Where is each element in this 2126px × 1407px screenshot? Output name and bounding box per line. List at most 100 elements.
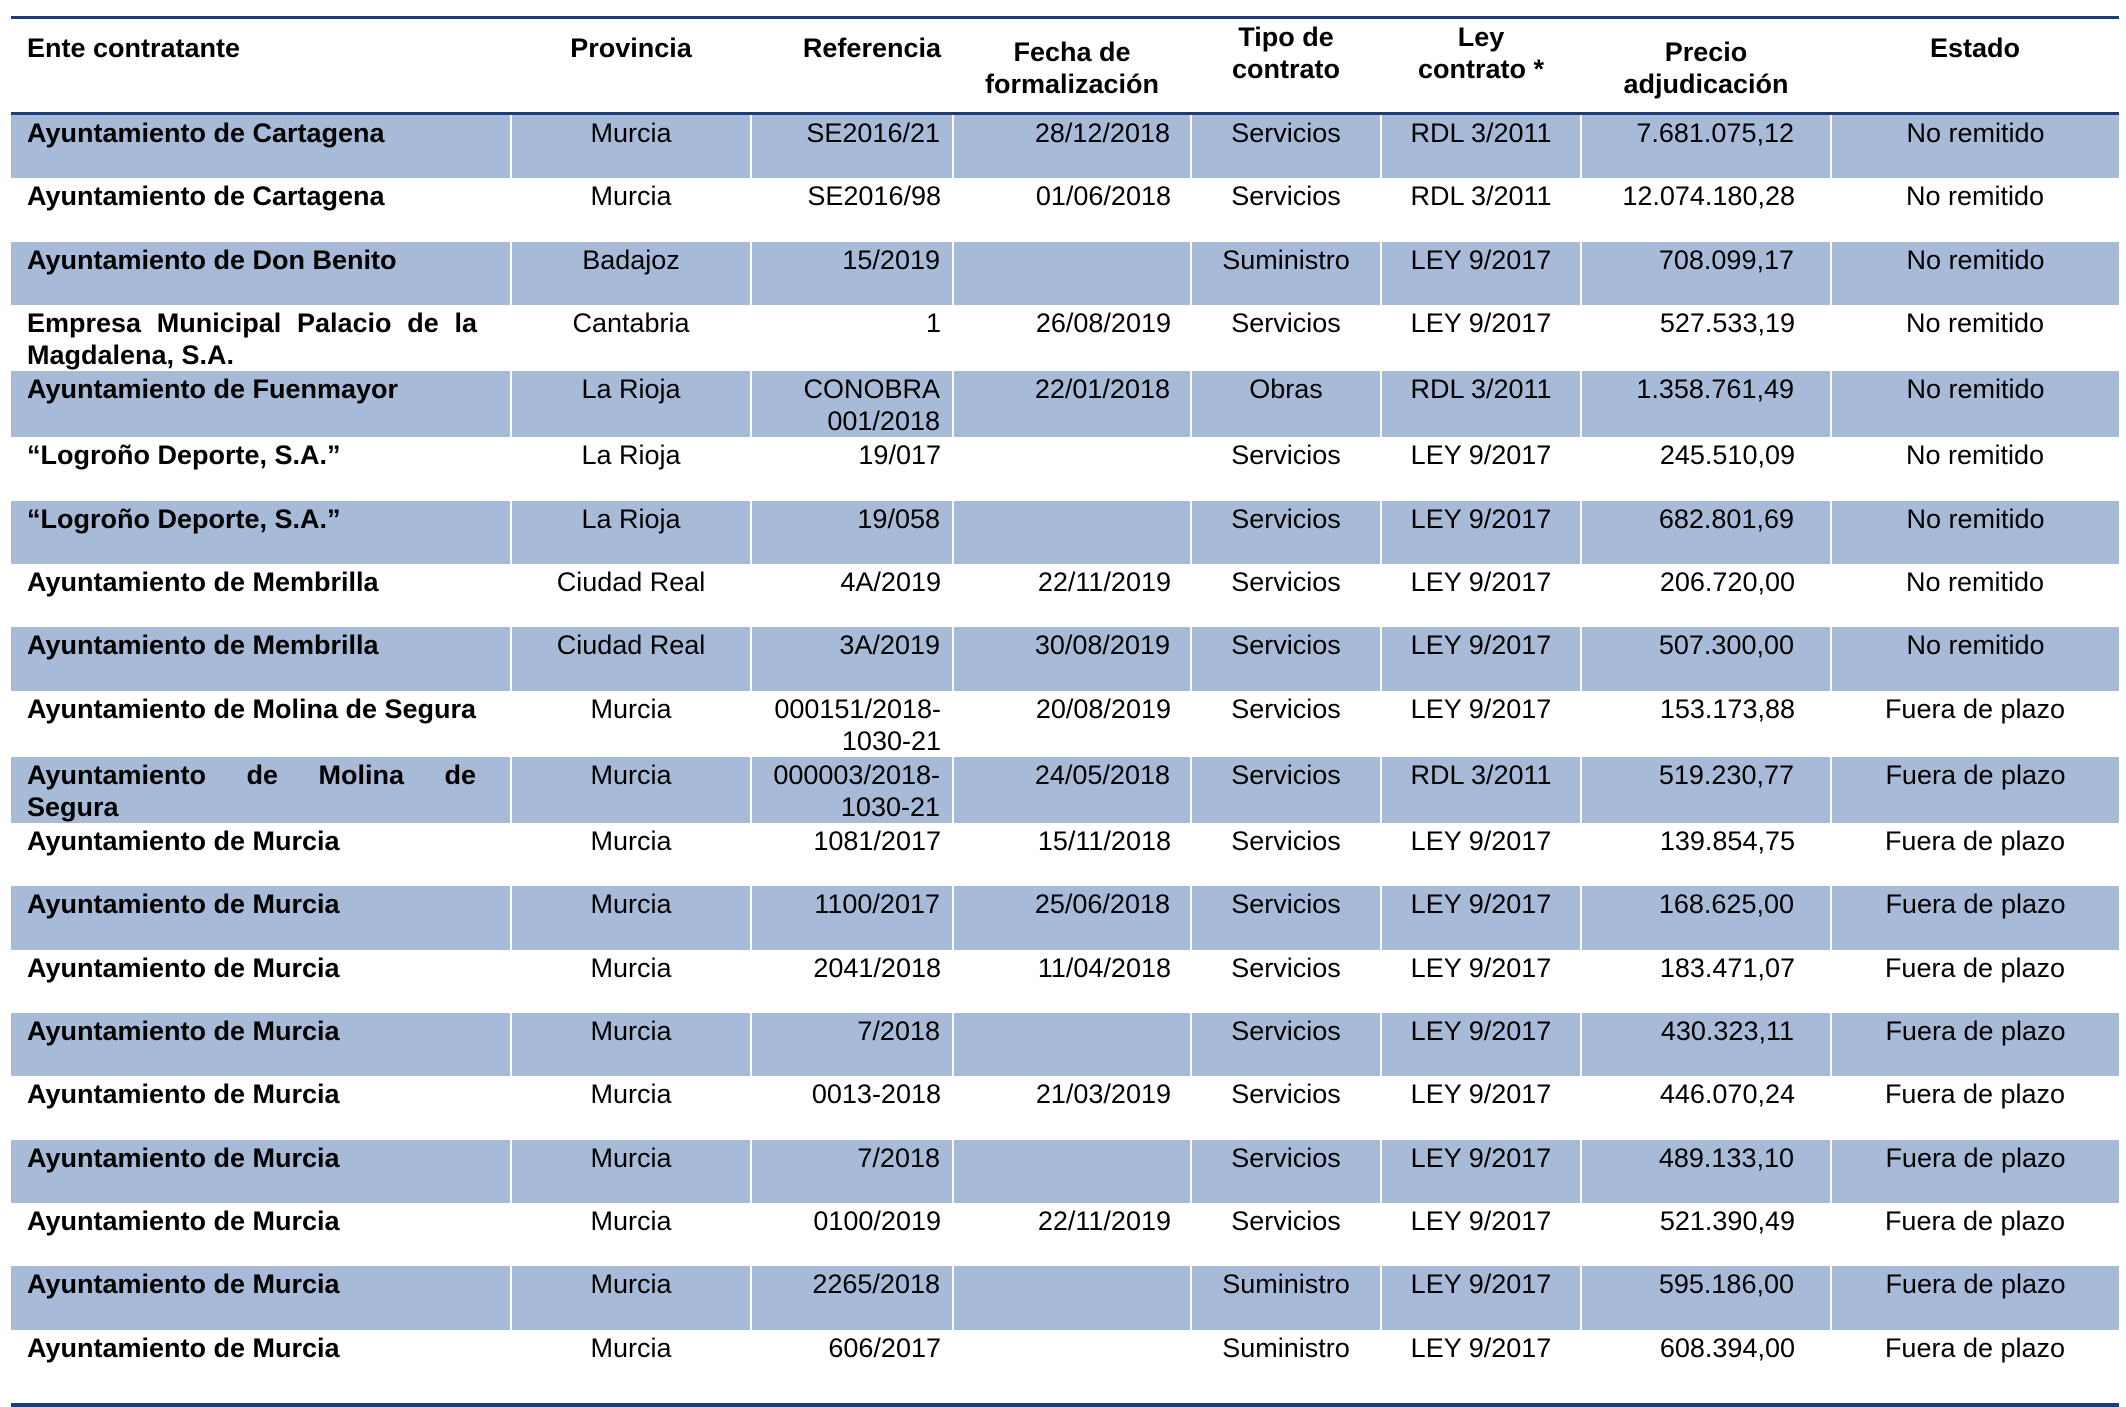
table-row: Ayuntamiento de Murcia Murcia 0013-2018 … <box>11 1076 2119 1139</box>
cell-precio: 7.681.075,12 <box>1580 115 1831 179</box>
cell-provincia: Murcia <box>590 181 672 212</box>
cell-precio: 708.099,17 <box>1580 241 1831 306</box>
cell-estado: No remitido <box>1830 115 2119 179</box>
cell-tipo: Servicios <box>1231 440 1341 471</box>
header-ley-line2: contrato * <box>1417 54 1544 84</box>
header-tipo: Tipo de contrato <box>1191 19 1381 112</box>
cell-referencia: 0100/2019 <box>813 1206 941 1237</box>
header-ente: Ente contratante <box>11 19 511 112</box>
cell-precio: 153.173,88 <box>1659 693 1795 724</box>
cell-provincia: Murcia <box>510 756 751 823</box>
cell-provincia: Murcia <box>510 1012 751 1077</box>
cell-fecha: 20/08/2019 <box>1035 693 1171 724</box>
cell-precio: 1.358.761,49 <box>1580 371 1831 438</box>
cell-tipo: Servicios <box>1231 825 1341 856</box>
cell-provincia: Murcia <box>590 1079 672 1110</box>
table-row: Ayuntamiento de Cartagena Murcia SE2016/… <box>11 178 2119 241</box>
cell-ente: Ayuntamiento de Membrilla <box>27 566 379 597</box>
cell-provincia: La Rioja <box>510 371 751 438</box>
table-row: Ayuntamiento de Membrilla Ciudad Real 4A… <box>11 564 2119 627</box>
cell-estado: Fuera de plazo <box>1830 1012 2119 1077</box>
cell-precio: 12.074.180,28 <box>1622 181 1795 212</box>
contracts-table: Ente contratante Provincia Referencia Fe… <box>11 19 2119 1393</box>
cell-ente: Ayuntamiento de Murcia <box>27 952 340 983</box>
table-row: Ayuntamiento de Cartagena Murcia SE2016/… <box>11 115 2119 179</box>
cell-ley: LEY 9/2017 <box>1380 1012 1581 1077</box>
cell-fecha: 22/01/2018 <box>952 371 1191 438</box>
header-ley: Ley contrato * <box>1381 19 1581 112</box>
cell-ente: Ayuntamiento de Murcia <box>11 1139 511 1204</box>
contracts-table-wrapper: Ente contratante Provincia Referencia Fe… <box>11 16 2119 1407</box>
cell-precio: 489.133,10 <box>1580 1139 1831 1204</box>
table-bottom-rule <box>11 1403 2119 1407</box>
cell-referencia: 606/2017 <box>828 1332 941 1363</box>
cell-referencia: 1 <box>925 308 941 339</box>
cell-precio: 527.533,19 <box>1659 308 1795 339</box>
cell-provincia: La Rioja <box>510 500 751 564</box>
cell-fecha <box>952 500 1191 564</box>
cell-referencia: 3A/2019 <box>750 627 953 691</box>
cell-tipo: Servicios <box>1190 500 1381 564</box>
cell-estado: No remitido <box>1905 440 2045 471</box>
table-row: Ayuntamiento de Fuenmayor La Rioja CONOB… <box>11 371 2119 438</box>
cell-precio: 507.300,00 <box>1580 627 1831 691</box>
cell-ley: LEY 9/2017 <box>1410 308 1552 339</box>
header-fecha-line2: formalización <box>984 69 1160 99</box>
cell-fecha: 15/11/2018 <box>1037 825 1171 856</box>
table-row: “Logroño Deporte, S.A.” La Rioja 19/058 … <box>11 500 2119 564</box>
table-header-rule <box>11 112 2119 115</box>
cell-fecha: 22/11/2019 <box>1037 566 1171 597</box>
cell-fecha: 22/11/2019 <box>1037 1206 1171 1237</box>
header-provincia: Provincia <box>511 19 751 112</box>
header-fecha: Fecha de formalización <box>953 19 1191 112</box>
cell-precio: 521.390,49 <box>1659 1206 1795 1237</box>
header-estado: Estado <box>1831 19 2119 112</box>
cell-tipo: Servicios <box>1190 756 1381 823</box>
cell-fecha <box>952 1012 1191 1077</box>
cell-provincia: Murcia <box>590 1332 672 1363</box>
header-referencia: Referencia <box>751 19 953 112</box>
cell-fecha <box>952 241 1191 306</box>
header-estado-label: Estado <box>1929 33 2021 63</box>
cell-provincia: Ciudad Real <box>510 627 751 691</box>
cell-ente: Ayuntamiento de Murcia <box>11 886 511 950</box>
cell-provincia: Murcia <box>510 886 751 950</box>
cell-ente: Ayuntamiento de Don Benito <box>11 241 511 306</box>
cell-estado: No remitido <box>1830 371 2119 438</box>
cell-referencia: 1100/2017 <box>750 886 953 950</box>
cell-precio: 595.186,00 <box>1580 1266 1831 1330</box>
cell-ente: Ayuntamiento de Molina de Segura <box>11 756 511 823</box>
cell-precio: 430.323,11 <box>1580 1012 1831 1077</box>
cell-estado: Fuera de plazo <box>1884 693 2066 724</box>
cell-tipo: Suministro <box>1190 241 1381 306</box>
cell-ley: LEY 9/2017 <box>1380 886 1581 950</box>
cell-ley: RDL 3/2011 <box>1380 371 1581 438</box>
cell-provincia: Murcia <box>590 825 672 856</box>
table-row: “Logroño Deporte, S.A.” La Rioja 19/017 … <box>11 437 2119 500</box>
cell-ley: LEY 9/2017 <box>1380 1139 1581 1204</box>
header-precio-line1: Precio <box>1664 37 1748 67</box>
table-row: Ayuntamiento de Murcia Murcia 1100/2017 … <box>11 886 2119 950</box>
cell-referencia: 1081/2017 <box>813 825 941 856</box>
cell-tipo: Suministro <box>1190 1266 1381 1330</box>
cell-ente: “Logroño Deporte, S.A.” <box>11 500 511 564</box>
cell-ley: LEY 9/2017 <box>1380 500 1581 564</box>
cell-fecha <box>952 1266 1191 1330</box>
cell-referencia: 0013-2018 <box>811 1079 941 1110</box>
table-row: Empresa Municipal Palacio de la Magdalen… <box>11 305 2119 371</box>
cell-provincia: La Rioja <box>581 440 681 471</box>
cell-tipo: Obras <box>1190 371 1381 438</box>
cell-precio: 682.801,69 <box>1580 500 1831 564</box>
header-fecha-line1: Fecha de <box>1013 37 1131 67</box>
cell-fecha: 26/08/2019 <box>1035 308 1171 339</box>
cell-ente: “Logroño Deporte, S.A.” <box>27 440 341 471</box>
cell-referencia: SE2016/21 <box>750 115 953 179</box>
cell-provincia: Murcia <box>590 693 672 724</box>
cell-fecha: 01/06/2018 <box>1035 181 1171 212</box>
cell-estado: Fuera de plazo <box>1884 1079 2066 1110</box>
cell-referencia: 7/2018 <box>750 1139 953 1204</box>
cell-provincia: Cantabria <box>572 308 690 339</box>
cell-precio: 139.854,75 <box>1659 825 1795 856</box>
header-ente-label: Ente contratante <box>27 33 241 63</box>
cell-fecha: 30/08/2019 <box>952 627 1191 691</box>
